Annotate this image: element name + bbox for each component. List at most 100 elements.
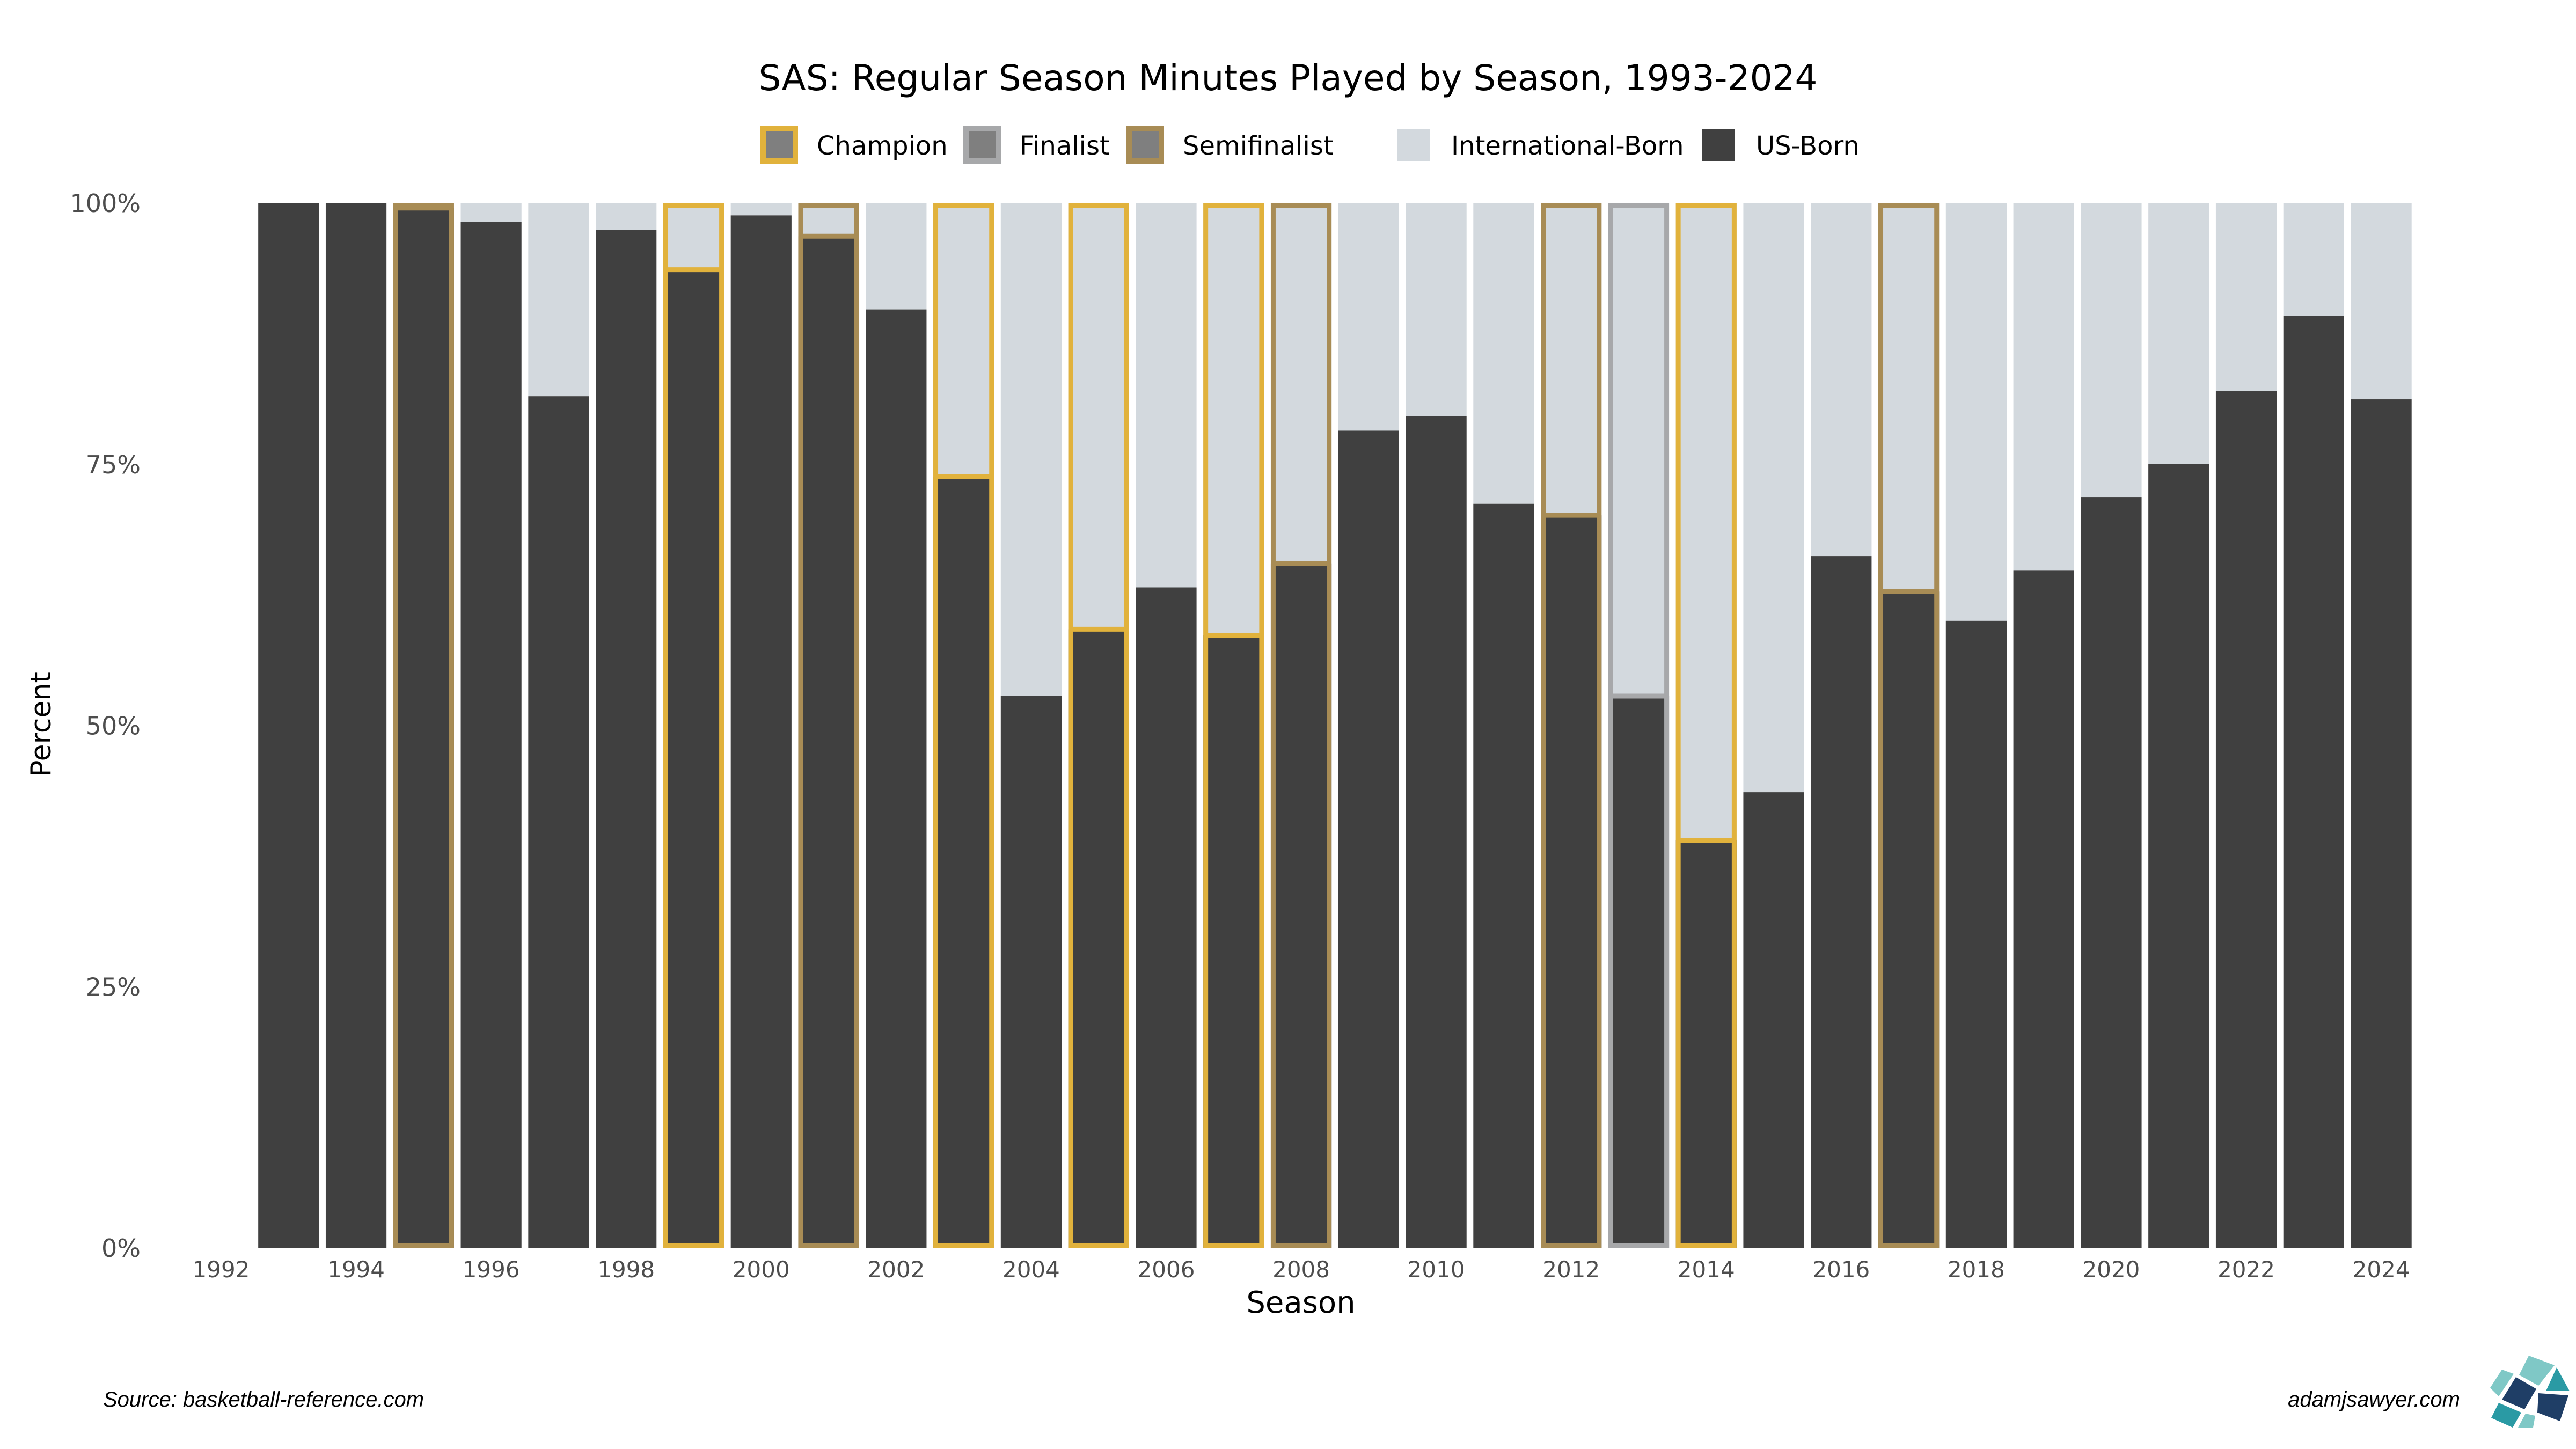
x-tick-label: 1994 [327, 1256, 385, 1283]
bar-international-born [1675, 203, 1737, 840]
bar-us-born [663, 269, 724, 1248]
bar-us-born [1136, 587, 1197, 1248]
bar-outcome-outline [798, 203, 859, 1248]
bar-international-born [2081, 203, 2142, 498]
bar-outcome-outline [933, 203, 994, 1248]
x-tick-label: 2016 [1812, 1256, 1870, 1283]
bar-us-born [866, 309, 927, 1248]
legend-label: US-Born [1756, 131, 1860, 161]
bar-us-born [933, 477, 994, 1248]
bar-us-born [1743, 792, 1804, 1248]
bar-outcome-outline [663, 203, 724, 1248]
legend: Champion Finalist Semifinalist Internationa… [760, 126, 1860, 164]
bar-us-born [1811, 556, 1872, 1248]
x-tick-label: 2014 [1678, 1256, 1735, 1283]
bar-international-born [1945, 203, 2007, 621]
bar-international-born [1203, 203, 1264, 636]
legend-swatch [1126, 126, 1164, 164]
legend-item: US-Born [1702, 129, 1860, 161]
y-tick-label: 0% [101, 1234, 141, 1263]
legend-item: Finalist [963, 126, 1110, 164]
bar-us-born [1406, 416, 1467, 1248]
x-tick-label: 1996 [463, 1256, 520, 1283]
legend-swatch [1397, 129, 1430, 161]
bar-us-born [2215, 391, 2277, 1248]
y-axis: 0% 25% 50% 75% 100% [70, 189, 141, 1263]
bar-us-born [1000, 696, 1062, 1248]
legend-label: Champion [817, 131, 948, 161]
bar-us-born [1270, 563, 1332, 1248]
site-logo [2490, 1356, 2570, 1428]
bar-outcome-outline [1270, 203, 1332, 1248]
bar-international-born [1338, 203, 1399, 431]
legend-swatch [1702, 129, 1735, 161]
legend-item: International-Born [1397, 129, 1684, 161]
bar-international-born [2351, 203, 2412, 400]
bar-us-born [2148, 464, 2209, 1248]
bar-international-born [1068, 203, 1129, 630]
legend-label: Semifinalist [1183, 131, 1334, 161]
bar-outcome-outline [1541, 203, 1602, 1248]
bar-us-born [258, 203, 319, 1248]
bar-international-born [663, 203, 724, 270]
bar-outcome-outline [1878, 203, 1940, 1248]
bar-international-born [596, 203, 657, 230]
x-tick-label: 2008 [1272, 1256, 1330, 1283]
credit-link[interactable]: adamjsawyer.com [2288, 1388, 2460, 1411]
bar-international-born [1878, 203, 1940, 592]
bar-us-born [1675, 840, 1737, 1248]
x-tick-label: 2010 [1408, 1256, 1465, 1283]
bar-international-born [2283, 203, 2344, 316]
x-tick-label: 1992 [193, 1256, 250, 1283]
bar-us-born [460, 222, 522, 1248]
bar-us-born [798, 236, 859, 1248]
x-tick-label: 2002 [867, 1256, 925, 1283]
bar-us-born [1608, 696, 1670, 1248]
bar-us-born [1473, 503, 1534, 1248]
bar-outcome-outline [1675, 203, 1737, 1248]
bar-us-born [1945, 620, 2007, 1248]
bar-international-born [1136, 203, 1197, 588]
legend-label: Finalist [1020, 131, 1110, 161]
bar-outcome-outline [393, 203, 454, 1248]
bar-international-born [1000, 203, 1062, 696]
bar-us-born [2283, 316, 2344, 1248]
bar-international-born [2148, 203, 2209, 464]
chart-title: SAS: Regular Season Minutes Played by Se… [758, 57, 1817, 99]
bar-international-born [1811, 203, 1872, 557]
x-tick-label: 2004 [1002, 1256, 1060, 1283]
bar-outcome-outline [1068, 203, 1129, 1248]
bar-international-born [1270, 203, 1332, 564]
bar-us-born [2013, 570, 2074, 1248]
y-tick-label: 75% [86, 450, 141, 479]
bar-international-born [2013, 203, 2074, 571]
bars [258, 203, 2412, 1248]
legend-label: International-Born [1451, 131, 1684, 161]
legend-swatch [760, 126, 798, 164]
x-tick-label: 2018 [1948, 1256, 2005, 1283]
bar-us-born [1338, 430, 1399, 1248]
bar-outcome-outline [1608, 203, 1670, 1248]
bar-us-born [596, 230, 657, 1248]
bar-international-born [1743, 203, 1804, 793]
y-axis-title: Percent [25, 672, 57, 777]
x-tick-label: 2022 [2218, 1256, 2275, 1283]
x-axis-title: Season [1246, 1285, 1355, 1320]
bar-us-born [1541, 515, 1602, 1248]
x-tick-label: 2006 [1138, 1256, 1195, 1283]
x-tick-label: 1998 [597, 1256, 655, 1283]
source-note: Source: basketball-reference.com [103, 1388, 425, 1411]
bar-us-born [2351, 399, 2412, 1248]
bar-us-born [730, 215, 792, 1248]
bar-us-born [1068, 629, 1129, 1248]
y-tick-label: 100% [70, 189, 141, 218]
bar-international-born [1406, 203, 1467, 416]
legend-item: Champion [760, 126, 948, 164]
x-tick-label: 2024 [2353, 1256, 2410, 1283]
legend-swatch [963, 126, 1001, 164]
bar-international-born [730, 203, 792, 216]
bar-us-born [2081, 497, 2142, 1248]
bar-international-born [2215, 203, 2277, 391]
x-tick-label: 2000 [733, 1256, 790, 1283]
